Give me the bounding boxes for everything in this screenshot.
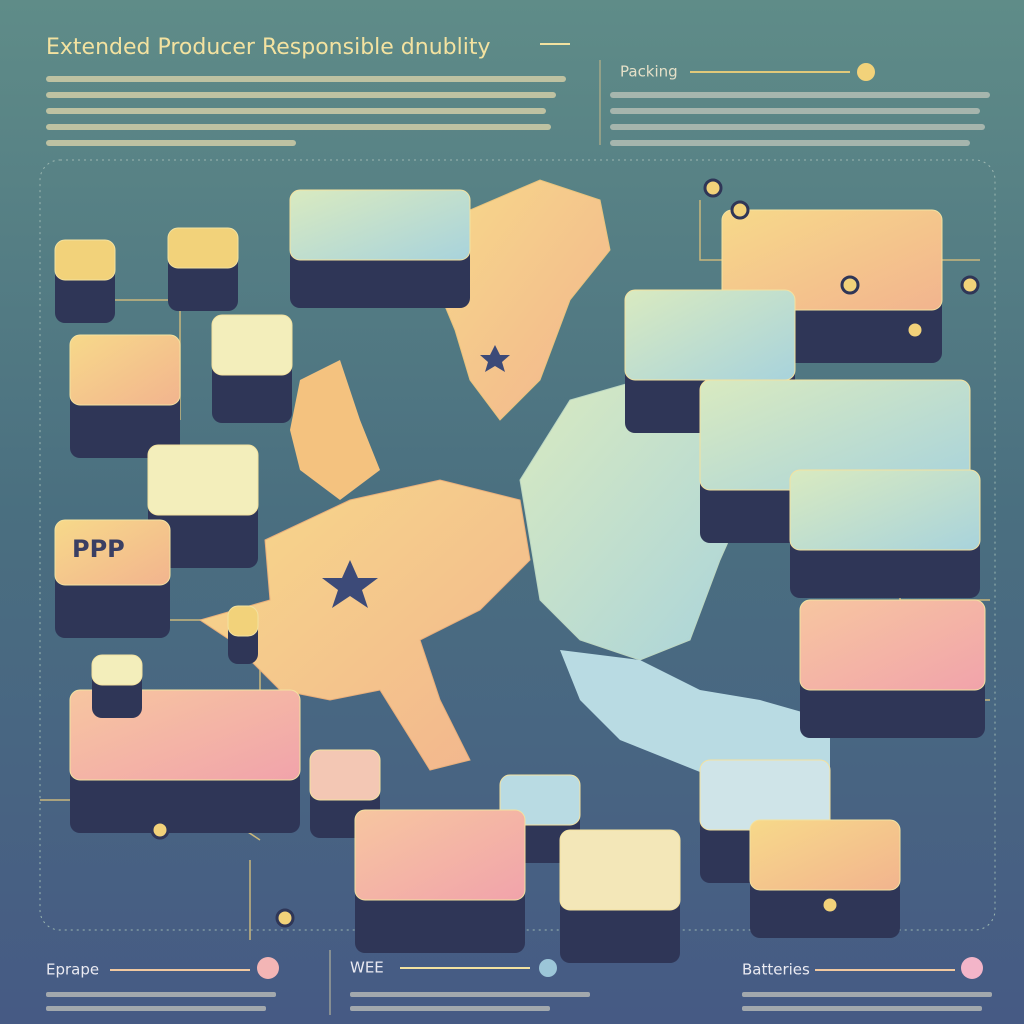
text-line [350, 1006, 550, 1011]
block-top [69, 334, 181, 406]
star [322, 560, 378, 608]
text-line [350, 992, 590, 997]
map-frame [39, 159, 996, 931]
node-dot [905, 320, 925, 340]
block-top [211, 314, 293, 376]
footer-icon [539, 959, 557, 977]
node-dot [703, 178, 723, 198]
side-panel-icon [857, 63, 875, 81]
footer-label: Batteries [742, 961, 810, 979]
intro-text [46, 76, 990, 146]
block-top [559, 829, 681, 911]
scandinavia [429, 179, 611, 421]
text-line [46, 92, 556, 98]
title: Extended Producer Responsible dnublity [46, 35, 491, 60]
block-top [354, 809, 526, 901]
isometric-blocks [54, 178, 986, 963]
node-dot [820, 895, 840, 915]
star [480, 345, 510, 372]
footer-label: Eprape [46, 961, 99, 979]
node-dot [730, 200, 750, 220]
footer: Eprape WEE Batteries [46, 950, 983, 1015]
text-line [610, 92, 990, 98]
footer-icon [257, 957, 279, 979]
block-top [91, 654, 143, 686]
block-top [799, 599, 986, 691]
text-line [46, 992, 276, 997]
text-line [742, 992, 992, 997]
text-line [46, 108, 546, 114]
block-label: PPP [72, 535, 125, 563]
text-line [46, 76, 566, 82]
block-top [147, 444, 259, 516]
node-dot [840, 275, 860, 295]
block-top [749, 819, 901, 891]
footer-icon [961, 957, 983, 979]
node-dot [960, 275, 980, 295]
footer-text [46, 992, 992, 1011]
text-line [610, 140, 970, 146]
footer-label: WEE [350, 959, 384, 977]
text-line [46, 124, 551, 130]
node-dot [275, 908, 295, 928]
node-dot [150, 820, 170, 840]
text-line [610, 108, 980, 114]
text-line [610, 124, 985, 130]
block-top [227, 605, 259, 637]
block-top [167, 227, 239, 269]
text-line [742, 1006, 982, 1011]
block-top [54, 239, 116, 281]
block-top [721, 209, 943, 311]
block-top [789, 469, 981, 551]
block-top [309, 749, 381, 801]
british-isles [290, 360, 380, 500]
block-top [289, 189, 471, 261]
block-top [54, 519, 171, 586]
western-europe [198, 479, 531, 771]
block-top [624, 289, 796, 381]
text-line [46, 1006, 266, 1011]
text-line [46, 140, 296, 146]
side-panel-label: Packing [620, 63, 678, 81]
